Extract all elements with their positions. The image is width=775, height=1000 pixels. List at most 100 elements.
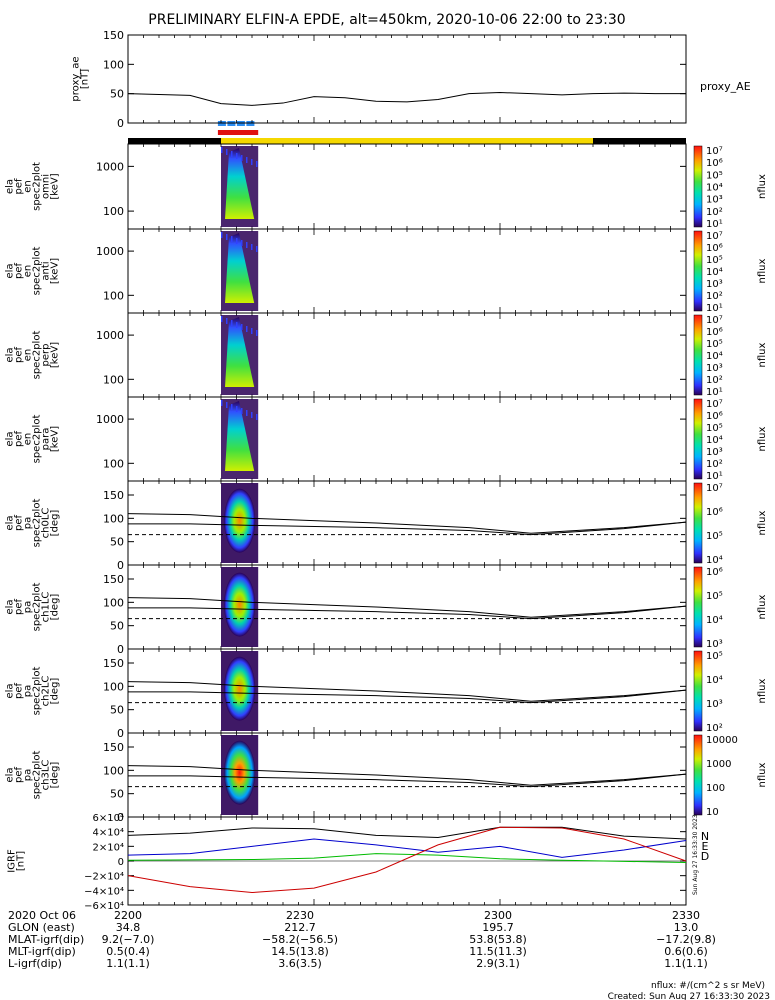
y-tick-label: 100 <box>103 205 124 218</box>
y-tick-label: 0 <box>117 559 124 572</box>
colorbar-tick-label: 10² <box>706 375 723 386</box>
panel-frame <box>127 648 687 734</box>
y-axis-label-line: ela <box>5 347 16 362</box>
y-axis-label-line: [deg] <box>50 678 61 705</box>
colorbar-tick-label: 10¹ <box>706 471 723 482</box>
footer-value: 195.7 <box>482 921 514 934</box>
colorbar-tick-label: 10³ <box>706 279 723 290</box>
proxy-ae-line <box>127 91 686 106</box>
loss-cone-line <box>127 765 687 786</box>
y-tick-label: 50 <box>110 536 124 549</box>
spectrogram-speckle <box>256 414 258 420</box>
spectrogram-speckle <box>236 153 238 159</box>
igrf-total-line <box>127 826 687 840</box>
y-tick-label: 4×10⁴ <box>93 828 124 839</box>
colorbar-tick-label: 10⁴ <box>706 267 723 278</box>
footer-value: −17.2(9.8) <box>656 933 716 946</box>
colorbar-tick-label: 10³ <box>706 363 723 374</box>
colorbar-tick-label: 10⁷ <box>706 315 723 326</box>
y-tick-label: 2×10⁴ <box>93 842 124 853</box>
colorbar-tick-label: 10¹ <box>706 303 723 314</box>
footer-row-label: L-igrf(dip) <box>8 957 62 970</box>
y-tick-label: 0 <box>118 857 124 868</box>
colorbar-label-text: nflux <box>757 426 768 451</box>
y-axis-label-line: spec2plot <box>32 751 43 800</box>
panel-frame <box>127 564 687 650</box>
colorbar-label-text: nflux <box>757 510 768 535</box>
spectrogram-speckle <box>241 240 243 246</box>
footer-value: 0.6(0.6) <box>664 945 708 958</box>
panel-frame <box>127 312 687 398</box>
y-tick-label: 1000 <box>96 329 124 342</box>
loss-cone-line <box>128 773 687 788</box>
colorbar-tick-label: 10¹ <box>706 219 723 230</box>
footer-value: 13.0 <box>674 921 699 934</box>
y-axis-label-line: ch3LC <box>41 760 52 791</box>
colorbar-tick-label: 10⁴ <box>706 555 723 566</box>
colorbar-tick-label: 10⁷ <box>706 146 723 157</box>
colorbar-tick-label: 10² <box>706 459 723 470</box>
panel-frame <box>127 732 687 818</box>
colorbar-tick-label: 1000 <box>706 759 731 770</box>
spectrogram-speckle <box>251 328 253 334</box>
y-axis-label-line: en <box>23 180 34 193</box>
igrf-legend-E: E <box>702 840 709 853</box>
y-tick-label: 150 <box>103 573 124 586</box>
y-tick-label: 100 <box>103 373 124 386</box>
loss-cone-line <box>127 513 687 534</box>
spectrogram-flux <box>224 656 256 721</box>
y-tick-label: −6×10⁴ <box>84 901 124 912</box>
y-axis-label-line: proxy_ae <box>71 56 82 101</box>
colorbar-label: nflux <box>757 594 768 619</box>
y-axis-label-line: ela <box>5 767 16 782</box>
colorbar-label: nflux <box>757 762 768 787</box>
y-tick-label: 100 <box>103 764 124 777</box>
y-axis-label-line: en <box>23 265 34 278</box>
spectrogram-speckle <box>246 157 248 163</box>
colorbar-label-text: nflux <box>757 342 768 367</box>
loss-cone-line <box>127 597 687 618</box>
footer-value: 212.7 <box>284 921 316 934</box>
spectrogram-speckle <box>221 147 223 153</box>
footer-value: 2300 <box>484 909 512 922</box>
spectrogram-speckle <box>226 318 228 324</box>
footer-value: 1.1(1.1) <box>664 957 708 970</box>
colorbar-tick-label: 10000 <box>706 735 738 746</box>
colorbar-tick-label: 10⁵ <box>706 531 723 542</box>
igrf-E-line <box>127 853 687 863</box>
spectrogram-speckle <box>231 151 233 157</box>
spectrogram-speckle <box>221 400 223 406</box>
y-axis-label-line: pef <box>14 178 25 195</box>
colorbar-tick-label: 10⁵ <box>706 591 723 602</box>
y-tick-label: 100 <box>103 512 124 525</box>
y-tick-label: −4×10⁴ <box>84 886 124 897</box>
spectrogram-speckle <box>251 159 253 165</box>
spectrogram-speckle <box>226 149 228 155</box>
spectrogram-flux <box>225 317 255 387</box>
y-axis-label: proxy_ae[nT] <box>71 56 91 101</box>
colorbar-tick-label: 10⁷ <box>706 483 723 494</box>
y-axis-label-line: perp <box>41 344 52 367</box>
y-axis-label-line: pef <box>14 767 25 784</box>
colorbar <box>693 566 703 648</box>
loss-cone-line <box>128 689 687 704</box>
footer-value: 11.5(11.3) <box>469 945 527 958</box>
y-axis-label-line: pef <box>14 263 25 280</box>
panel-frame <box>127 480 687 566</box>
y-axis-label-line: spec2plot <box>32 415 43 464</box>
y-tick-label: 1000 <box>96 160 124 173</box>
colorbar <box>693 398 703 480</box>
spectrogram-flux <box>224 572 256 637</box>
y-tick-label: 0 <box>117 727 124 740</box>
proxy-ae-label: proxy_AE <box>700 80 751 93</box>
colorbar <box>693 650 703 732</box>
footer-row-label: 2020 Oct 06 <box>8 909 76 922</box>
spectrogram-speckle <box>256 246 258 252</box>
colorbar-label: nflux <box>757 510 768 535</box>
spectrogram-speckle <box>236 406 238 412</box>
footer-value: 9.2(−7.0) <box>102 933 155 946</box>
y-axis-label-line: ch2LC <box>41 676 52 707</box>
